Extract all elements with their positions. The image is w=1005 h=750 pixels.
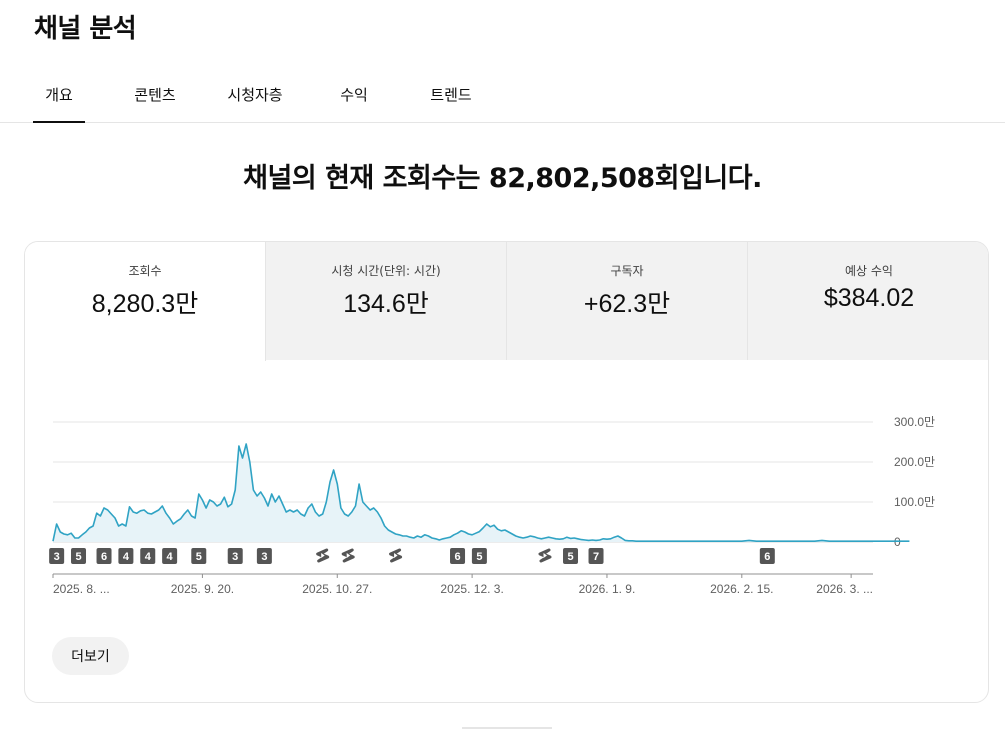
metric-value: 8,280.3만 [91,290,199,318]
upload-marker-count: 3 [54,551,60,563]
x-tick-label: 2026. 3. ... [816,582,873,596]
shorts-icon [316,548,330,563]
x-tick-label: 2025. 9. 20. [171,582,234,596]
tab-overview[interactable]: 개요 [33,84,85,123]
metric-revenue-card[interactable]: 예상 수익 $384.02 [748,242,988,360]
metric-subscribers-card[interactable]: 구독자 +62.3만 [507,242,748,360]
x-tick-label: 2025. 8. ... [53,582,110,596]
upload-marker[interactable] [118,548,134,564]
shorts-icon [389,548,403,563]
upload-marker-count: 6 [764,551,770,563]
upload-marker[interactable] [191,548,207,564]
upload-marker[interactable] [49,548,65,564]
y-tick-label: 300.0만 [894,415,935,429]
upload-marker-count: 5 [567,551,573,563]
x-tick-label: 2025. 12. 3. [440,582,503,596]
tab-revenue[interactable]: 수익 [340,86,368,104]
upload-marker[interactable] [96,548,112,564]
upload-marker[interactable] [256,548,272,564]
upload-marker[interactable] [450,548,466,564]
upload-marker-count: 3 [232,551,238,563]
x-tick-label: 2026. 1. 9. [579,582,636,596]
upload-marker[interactable] [71,548,87,564]
upload-marker[interactable] [759,548,775,564]
upload-marker-count: 4 [145,551,152,563]
y-tick-label: 200.0만 [894,455,935,469]
views-area [53,444,910,542]
metric-watch-time-card[interactable]: 시청 시간(단위: 시간) 134.6만 [266,242,507,360]
tab-content[interactable]: 콘텐츠 [134,86,176,104]
x-tick-label: 2026. 2. 15. [710,582,773,596]
upload-marker-count: 4 [123,551,130,563]
views-line [52,443,910,542]
analytics-card: 조회수 8,280.3만 시청 시간(단위: 시간) 134.6만 구독자 +6… [24,241,989,703]
metric-views-card[interactable]: 조회수 8,280.3만 [25,242,266,361]
upload-marker-count: 6 [101,551,107,563]
upload-marker-count: 5 [476,551,482,563]
shorts-icon [341,548,355,563]
shorts-play-glyph [543,553,547,558]
tab-audience[interactable]: 시청자층 [227,86,283,104]
metric-label: 예상 수익 [845,264,893,278]
upload-marker-count: 6 [454,551,460,563]
more-button[interactable]: 더보기 [52,637,129,675]
upload-marker[interactable] [227,548,243,564]
upload-marker[interactable] [162,548,178,564]
shorts-icon [538,548,552,563]
upload-marker[interactable] [588,548,604,564]
shorts-play-glyph [321,553,325,558]
bottom-divider [462,727,552,729]
upload-marker-count: 4 [167,551,174,563]
metric-value: $384.02 [823,284,915,312]
upload-marker[interactable] [563,548,579,564]
metric-value: 134.6만 [343,290,429,318]
upload-marker-count: 3 [261,551,267,563]
upload-marker-count: 5 [196,551,202,563]
upload-marker[interactable] [140,548,156,564]
shorts-play-glyph [394,553,398,558]
metric-value: +62.3만 [583,290,671,318]
metric-label: 조회수 [128,264,162,278]
page-title: 채널 분석 [34,14,137,44]
total-views-headline: 채널의 현재 조회수는 82,802,508회입니다. [243,163,762,194]
upload-marker[interactable] [471,548,487,564]
y-tick-label: 100.0만 [894,495,935,509]
upload-marker-count: 5 [75,551,81,563]
x-tick-label: 2025. 10. 27. [302,582,372,596]
upload-marker-count: 7 [593,551,599,563]
metric-label: 구독자 [610,264,644,278]
metric-label: 시청 시간(단위: 시간) [331,264,441,278]
shorts-play-glyph [346,553,351,558]
tab-trends[interactable]: 트렌드 [430,86,472,104]
tab-bar: 개요 콘텐츠 시청자층 수익 트렌드 [0,76,1005,123]
